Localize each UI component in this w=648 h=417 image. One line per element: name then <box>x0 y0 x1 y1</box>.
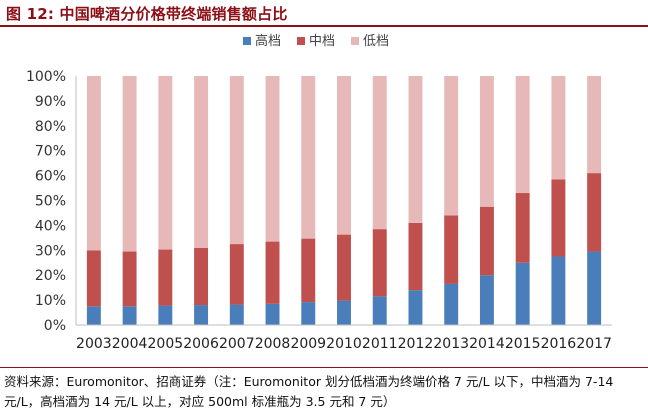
bar-segment-high-2015 <box>515 262 530 325</box>
bar-segment-high-2004 <box>122 306 137 325</box>
y-tick-label: 80% <box>35 119 66 135</box>
bar-segment-mid-2014 <box>479 206 494 276</box>
bar-segment-mid-2015 <box>515 193 530 263</box>
bar-segment-low-2008 <box>265 76 280 242</box>
bar-segment-mid-2006 <box>194 247 209 306</box>
bar-segment-low-2007 <box>229 76 244 245</box>
legend-label: 中档 <box>309 34 335 49</box>
bar-segment-low-2017 <box>587 76 602 174</box>
bar-segment-low-2010 <box>337 76 351 235</box>
bar-segment-high-2012 <box>408 290 423 325</box>
x-tick-label: 2010 <box>326 336 362 352</box>
bar-segment-low-2006 <box>194 76 209 248</box>
x-tick-label: 2012 <box>398 336 434 352</box>
x-tick-label: 2003 <box>76 336 112 352</box>
bar-segment-low-2012 <box>408 76 423 223</box>
bar-segment-high-2017 <box>587 251 602 325</box>
y-tick-label: 10% <box>35 293 66 309</box>
x-tick-label: 2009 <box>290 336 326 352</box>
bar-segment-high-2003 <box>86 306 101 325</box>
legend-swatch-low <box>351 37 359 45</box>
y-tick-label: 100% <box>26 69 66 85</box>
x-tick-label: 2016 <box>541 336 577 352</box>
x-tick-label: 2008 <box>255 336 291 352</box>
bar-segment-low-2015 <box>515 76 530 194</box>
bar-segment-mid-2008 <box>265 241 280 304</box>
bar-segment-mid-2005 <box>158 249 173 306</box>
bar-segment-high-2008 <box>265 303 280 325</box>
y-tick-label: 60% <box>35 169 66 185</box>
legend-label: 低档 <box>363 34 389 49</box>
x-tick-label: 2005 <box>148 336 184 352</box>
y-tick-label: 40% <box>35 218 66 234</box>
bar-segment-mid-2007 <box>229 244 244 305</box>
bar-segment-high-2007 <box>229 304 244 325</box>
note-rule <box>0 367 648 368</box>
figure-title: 图 12: 中国啤酒分价格带终端销售额占比 <box>6 5 288 23</box>
y-tick-label: 30% <box>35 243 66 259</box>
bar-segment-mid-2004 <box>122 251 137 307</box>
bar-segment-low-2011 <box>372 76 387 230</box>
y-tick-label: 50% <box>35 194 66 210</box>
legend-swatch-high <box>243 37 251 45</box>
bar-segment-high-2009 <box>301 302 316 325</box>
bar-segment-high-2016 <box>551 256 566 325</box>
y-tick-label: 90% <box>35 94 66 110</box>
bar-segment-high-2005 <box>158 305 173 325</box>
bar-segment-low-2003 <box>86 76 101 251</box>
bar-segment-high-2011 <box>372 296 387 325</box>
y-tick-label: 0% <box>44 318 66 334</box>
stacked-bar-chart: 高档 中档 低档 0% 10% 20% 30% 40% 50% 60% 70% 80% 90% 100%… <box>26 33 612 352</box>
x-axis: 2003 2004 2005 2006 2007 2008 2009 2010 2011 2012… <box>76 324 612 352</box>
bar-segment-mid-2011 <box>372 229 387 297</box>
bar-segment-mid-2016 <box>551 179 566 257</box>
legend-swatch-mid <box>297 37 305 45</box>
x-tick-label: 2006 <box>183 336 219 352</box>
y-tick-label: 20% <box>35 268 66 284</box>
x-tick-label: 2017 <box>576 336 612 352</box>
bar-segment-mid-2010 <box>337 234 351 301</box>
bar-segment-high-2006 <box>194 305 209 325</box>
x-tick-label: 2014 <box>469 336 505 352</box>
chart-legend: 高档 中档 低档 <box>243 33 389 49</box>
source-note: 资料来源：Euromonitor、招商证券（注：Euromonitor 划分低档… <box>4 374 614 409</box>
x-tick-label: 2013 <box>433 336 469 352</box>
bar-segment-mid-2012 <box>408 222 423 291</box>
bar-segment-low-2009 <box>301 76 316 239</box>
bar-segment-low-2016 <box>551 76 566 180</box>
y-axis: 0% 10% 20% 30% 40% 50% 60% 70% 80% 90% 100% <box>26 69 77 334</box>
bar-segment-low-2005 <box>158 76 173 250</box>
bar-segment-high-2014 <box>479 275 494 325</box>
x-tick-label: 2007 <box>219 336 255 352</box>
x-tick-label: 2004 <box>112 336 148 352</box>
bar-segment-low-2014 <box>479 76 494 207</box>
x-tick-label: 2011 <box>362 336 398 352</box>
legend-label: 高档 <box>255 33 281 49</box>
bar-segment-mid-2013 <box>444 215 459 284</box>
y-tick-label: 70% <box>35 144 66 160</box>
figure-header: 图 12: 中国啤酒分价格带终端销售额占比 <box>0 0 648 27</box>
bar-segment-mid-2009 <box>301 238 316 303</box>
x-tick-label: 2015 <box>505 336 541 352</box>
bar-segment-low-2013 <box>444 76 459 216</box>
bar-segment-high-2013 <box>444 283 459 325</box>
bar-segment-mid-2017 <box>587 173 602 252</box>
bar-segment-mid-2003 <box>86 250 101 307</box>
bar-segment-low-2004 <box>122 76 137 252</box>
chart-bars <box>86 76 602 325</box>
title-rule <box>0 25 648 27</box>
bar-segment-high-2010 <box>337 300 351 325</box>
